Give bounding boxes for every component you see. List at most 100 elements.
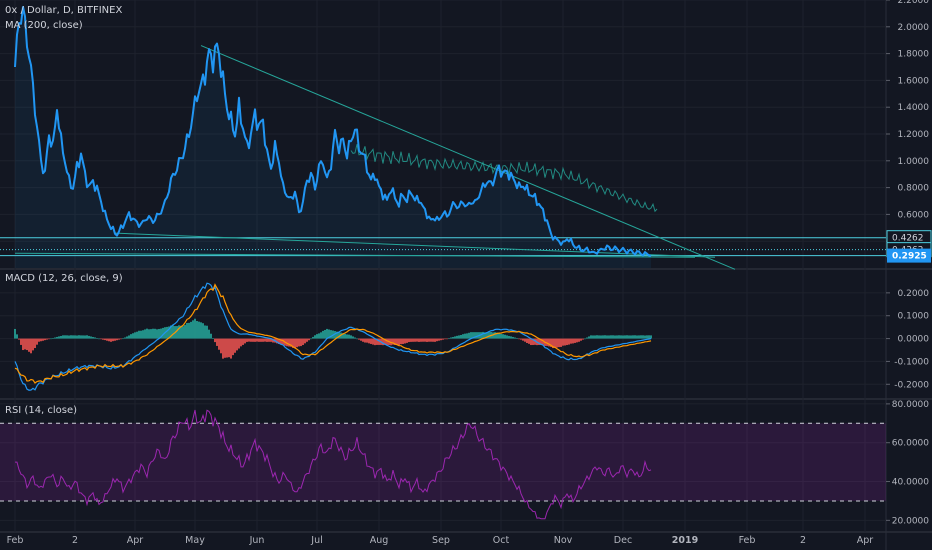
histogram-bar — [364, 338, 366, 343]
histogram-bar — [598, 335, 600, 339]
histogram-bar — [646, 335, 648, 339]
histogram-bar — [556, 338, 558, 348]
histogram-bar — [314, 335, 316, 339]
x-tick-label: Jun — [249, 535, 265, 546]
histogram-bar — [110, 338, 112, 342]
histogram-bar — [470, 332, 472, 339]
signal-line[interactable] — [14, 283, 652, 384]
histogram-bar — [170, 325, 172, 339]
histogram-bar — [76, 335, 78, 339]
histogram-bar — [172, 325, 174, 339]
histogram-bar — [318, 333, 320, 339]
histogram-bar — [194, 318, 196, 339]
histogram-bar — [242, 338, 244, 345]
histogram-bar — [502, 334, 504, 339]
histogram-bar — [262, 338, 264, 342]
macd-pane[interactable] — [14, 282, 652, 391]
rsi-line[interactable] — [15, 409, 652, 520]
histogram-bar — [66, 335, 68, 339]
histogram-bar — [328, 329, 330, 339]
histogram-bar — [46, 338, 48, 340]
histogram-bar — [360, 338, 362, 341]
trendline[interactable] — [114, 232, 716, 258]
histogram-bar — [336, 331, 338, 339]
histogram-bar — [614, 335, 616, 339]
trendline[interactable] — [14, 252, 696, 258]
price-tag-label: 0.4262 — [892, 234, 924, 244]
histogram-bar — [122, 338, 124, 340]
histogram-bar — [424, 338, 426, 342]
histogram-bar — [220, 338, 222, 354]
histogram-bar — [102, 338, 104, 340]
histogram-bar — [362, 338, 364, 342]
rsi-pane-title[interactable]: RSI (14, close) — [5, 405, 77, 416]
histogram-bar — [256, 338, 258, 342]
price-line[interactable] — [14, 6, 652, 257]
price-pane-title: 0x / Dollar, D, BITFINEX — [5, 5, 122, 16]
histogram-bar — [602, 335, 604, 339]
histogram-bar — [472, 332, 474, 339]
histogram-bar — [240, 338, 242, 347]
histogram-bar — [446, 338, 448, 340]
histogram-bar — [182, 326, 184, 339]
trendline[interactable] — [200, 45, 736, 270]
histogram-bar — [438, 338, 440, 341]
histogram-bar — [14, 328, 16, 339]
y-tick-label: 1.6000 — [898, 76, 930, 86]
histogram-bar — [564, 338, 566, 346]
histogram-bar — [632, 335, 634, 339]
histogram-bar — [310, 338, 312, 340]
histogram-bar — [394, 338, 396, 345]
histogram-bar — [114, 338, 116, 341]
y-tick-label: 1.4000 — [898, 103, 930, 113]
histogram-bar — [268, 338, 270, 342]
histogram-bar — [618, 335, 620, 339]
histogram-bar — [206, 325, 208, 339]
histogram-bar — [152, 328, 154, 339]
rsi-band — [0, 423, 886, 501]
x-tick-label: 2 — [72, 535, 78, 546]
histogram-bar — [306, 338, 308, 342]
histogram-bar — [78, 335, 80, 339]
histogram-bar — [414, 338, 416, 342]
histogram-bar — [214, 338, 216, 343]
histogram-bar — [334, 331, 336, 339]
histogram-bar — [98, 338, 100, 340]
histogram-bar — [18, 338, 20, 340]
histogram-bar — [574, 338, 576, 343]
histogram-bar — [52, 338, 54, 339]
histogram-bar — [120, 338, 122, 340]
histogram-bar — [260, 338, 262, 342]
histogram-bar — [292, 338, 294, 348]
y-tick-label: 80.0000 — [892, 400, 929, 410]
histogram-bar — [456, 335, 458, 339]
histogram-bar — [374, 338, 376, 346]
histogram-bar — [534, 338, 536, 345]
histogram-bar — [642, 335, 644, 339]
histogram-bar — [232, 338, 234, 356]
histogram-bar — [532, 338, 534, 345]
price-pane[interactable] — [0, 6, 886, 270]
ma200-line[interactable] — [350, 144, 658, 213]
price-axis[interactable]: 2.2000 2.0000 1.8000 1.6000 1.4000 1.2000 1.00… — [886, 0, 932, 526]
ma-indicator-label[interactable]: MA (200, close) — [5, 20, 83, 31]
rsi-pane[interactable] — [0, 409, 886, 520]
histogram-bar — [222, 338, 224, 359]
histogram-bar — [512, 336, 514, 339]
histogram-bar — [440, 338, 442, 341]
histogram-bar — [522, 338, 524, 341]
histogram-bar — [246, 338, 248, 342]
macd-pane-title[interactable]: MACD (12, 26, close, 9) — [5, 273, 123, 284]
histogram-bar — [94, 337, 96, 339]
histogram-bar — [90, 336, 92, 339]
histogram-bar — [312, 336, 314, 339]
histogram-bar — [596, 335, 598, 339]
histogram-bar — [236, 338, 238, 351]
x-tick-label: Aug — [370, 535, 389, 546]
histogram-bar — [606, 335, 608, 339]
histogram-bar — [244, 338, 246, 344]
histogram-bar — [84, 335, 86, 339]
histogram-bar — [106, 338, 108, 341]
time-axis[interactable]: Feb 2 Apr May Jun Jul Aug Sep Oct Nov Dec 2019 Feb 2 A… — [7, 535, 874, 546]
